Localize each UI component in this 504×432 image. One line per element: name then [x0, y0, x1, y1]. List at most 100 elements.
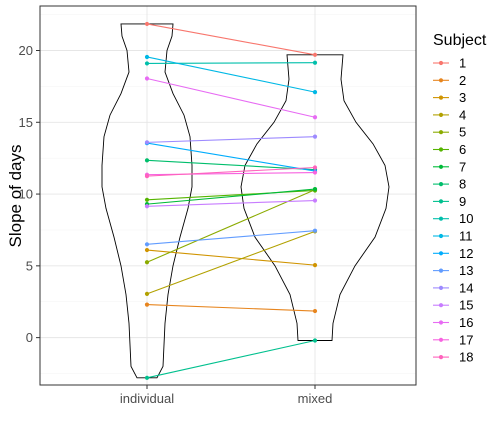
legend-label: 5: [459, 125, 466, 140]
legend-item-subject-16: 16: [433, 315, 473, 330]
y-tick-label: 5: [26, 258, 33, 273]
series-line-subject-3: [146, 249, 316, 266]
legend-item-subject-15: 15: [433, 298, 473, 313]
violins: [101, 23, 390, 379]
y-tick-label: 10: [19, 187, 33, 202]
legend-title: Subject: [433, 32, 487, 49]
data-point-subject-18-individual: [144, 174, 150, 179]
data-point-subject-1-individual: [144, 21, 150, 27]
legend-item-subject-18: 18: [433, 350, 473, 365]
legend-key-point: [438, 251, 444, 256]
legend-item-subject-2: 2: [433, 73, 466, 88]
legend-item-subject-9: 9: [433, 194, 466, 209]
legend-label: 11: [459, 229, 473, 244]
legend-item-subject-7: 7: [433, 159, 466, 174]
series-points: [144, 21, 318, 380]
legend-item-subject-10: 10: [433, 211, 473, 226]
y-axis-label: Slope of days: [6, 144, 25, 247]
legend-key-point: [438, 60, 444, 66]
series-line-subject-14: [146, 136, 316, 143]
data-point-subject-10-mixed: [312, 60, 318, 65]
legend-key-point: [438, 147, 444, 152]
data-point-subject-14-mixed: [312, 134, 318, 139]
legend-key-point: [438, 164, 444, 169]
legend-key-point: [438, 268, 444, 273]
data-point-subject-10-individual: [144, 61, 150, 66]
legend-label: 18: [459, 350, 473, 365]
series-lines: [146, 23, 316, 379]
legend-key-point: [438, 95, 444, 100]
data-point-subject-13-mixed: [312, 228, 318, 233]
x-tick-label: individual: [120, 391, 174, 406]
legend-item-subject-8: 8: [433, 177, 466, 192]
legend-key-point: [438, 216, 444, 221]
y-tick-label: 0: [26, 330, 33, 345]
data-point-subject-11-individual: [144, 54, 150, 60]
data-point-subject-18-mixed: [312, 165, 318, 170]
legend-label: 14: [459, 280, 473, 295]
x-tick-label: mixed: [298, 391, 333, 406]
series-line-subject-11: [146, 56, 316, 93]
series-line-subject-18: [146, 166, 316, 177]
legend-key-point: [438, 78, 444, 83]
series-line-subject-4: [146, 230, 316, 295]
data-point-subject-6-individual: [144, 197, 150, 202]
violin-mixed: [240, 54, 390, 341]
legend-label: 10: [459, 211, 473, 226]
data-point-subject-3-mixed: [312, 263, 318, 268]
series-line-subject-7: [146, 188, 316, 205]
grid: [40, 6, 416, 385]
legend-item-subject-3: 3: [433, 90, 466, 105]
legend-label: 6: [459, 142, 466, 157]
data-point-subject-5-individual: [144, 260, 150, 265]
data-point-subject-15-individual: [144, 204, 150, 209]
violin-individual: [101, 23, 193, 379]
legend-key-point: [438, 130, 444, 135]
legend-label: 3: [459, 90, 466, 105]
legend-item-subject-1: 1: [433, 56, 466, 71]
legend-item-subject-13: 13: [433, 263, 473, 278]
data-point-subject-15-mixed: [312, 198, 318, 203]
legend-item-subject-4: 4: [433, 107, 466, 122]
y-tick-label: 15: [19, 115, 33, 130]
legend-label: 13: [459, 263, 473, 278]
legend-key-point: [438, 199, 444, 204]
series-line-subject-15: [146, 199, 316, 207]
data-point-subject-16-individual: [144, 76, 150, 81]
legend-key-point: [438, 233, 444, 239]
data-point-subject-11-mixed: [312, 90, 318, 95]
legend-item-subject-17: 17: [433, 332, 473, 347]
legend-item-subject-5: 5: [433, 125, 466, 140]
legend-label: 12: [459, 246, 473, 261]
legend-label: 9: [459, 194, 466, 209]
legend-label: 17: [459, 332, 473, 347]
legend-item-subject-6: 6: [433, 142, 466, 157]
data-point-subject-2-mixed: [312, 308, 318, 314]
data-point-subject-3-individual: [144, 247, 150, 253]
data-point-subject-14-individual: [144, 140, 150, 145]
plot-panel-border: [39, 5, 417, 386]
data-point-subject-9-mixed: [312, 338, 318, 343]
series-line-subject-8: [146, 159, 316, 171]
data-point-subject-4-individual: [144, 291, 150, 296]
legend-label: 1: [459, 56, 466, 71]
data-point-subject-2-individual: [144, 302, 150, 307]
legend-label: 15: [459, 298, 473, 313]
legend-key-point: [438, 355, 444, 360]
legend-label: 16: [459, 315, 473, 330]
legend-item-subject-11: 11: [433, 229, 473, 244]
series-line-subject-1: [146, 23, 316, 56]
legend-label: 7: [459, 159, 466, 174]
data-point-subject-9-individual: [144, 375, 150, 380]
data-point-subject-8-individual: [144, 158, 150, 163]
legend-key-point: [438, 285, 444, 290]
data-point-subject-1-mixed: [312, 52, 318, 57]
legend-label: 8: [459, 177, 466, 192]
series-line-subject-12: [146, 142, 316, 172]
series-line-subject-13: [146, 230, 316, 245]
x-axis: individual mixed: [120, 385, 332, 406]
series-line-subject-16: [146, 77, 316, 118]
legend-item-subject-12: 12: [433, 246, 473, 261]
